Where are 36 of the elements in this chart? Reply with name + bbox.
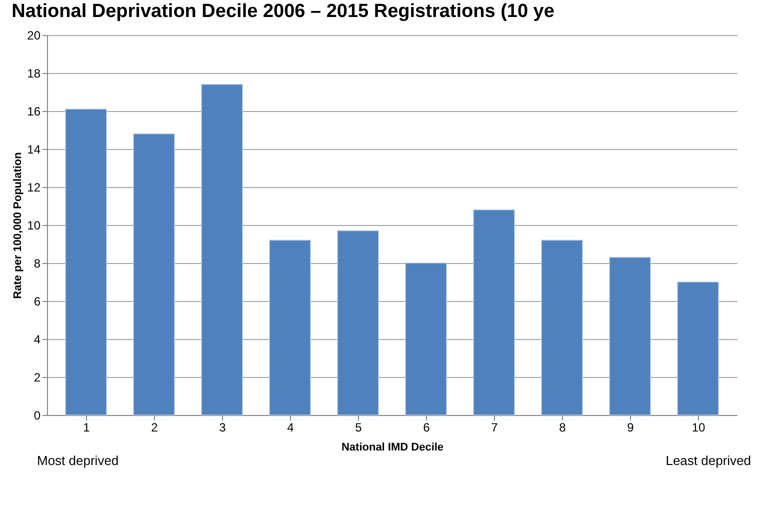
y-tick-label: 14: [27, 142, 41, 156]
x-tick-label: 4: [287, 420, 294, 434]
bar: [269, 240, 311, 416]
x-tick-label: 3: [219, 420, 226, 434]
x-tick-label: 1: [83, 420, 90, 434]
text: Least deprived: [666, 453, 751, 468]
y-tick-label: 2: [34, 370, 41, 384]
y-tick-label: 4: [34, 332, 41, 346]
text: Most deprived: [37, 453, 119, 468]
y-tick-label: 12: [27, 180, 41, 194]
bar: [609, 256, 651, 416]
x-tick-label: 7: [491, 420, 498, 434]
y-tick-label: 20: [27, 28, 41, 42]
bar: [541, 240, 583, 416]
x-tick-label: 9: [627, 420, 634, 434]
bar: [133, 133, 175, 416]
bar: [65, 108, 107, 416]
x-axis-title: National IMD Decile: [341, 442, 444, 454]
y-tick-label: 6: [34, 294, 41, 308]
x-tick-label: 6: [423, 420, 430, 434]
bar: [473, 209, 515, 416]
x-tick-label: 10: [692, 420, 706, 434]
x-tick-label: 5: [355, 420, 362, 434]
y-tick-label: 0: [34, 408, 41, 422]
x-tick-label: 8: [559, 420, 566, 434]
chart-title: National Deprivation Decile 2006 – 2015 Registrations (10 ye: [12, 1, 554, 22]
y-tick-label: 16: [27, 104, 41, 118]
y-tick-label: 10: [27, 218, 41, 232]
y-axis-title: Rate per 100,000 Population: [12, 152, 24, 299]
bar: [201, 84, 243, 416]
bar: [405, 262, 447, 416]
y-tick-label: 18: [27, 66, 41, 80]
bar: [337, 230, 379, 416]
y-tick-label: 8: [34, 256, 41, 270]
x-tick-label: 2: [151, 420, 158, 434]
bar: [677, 282, 719, 416]
